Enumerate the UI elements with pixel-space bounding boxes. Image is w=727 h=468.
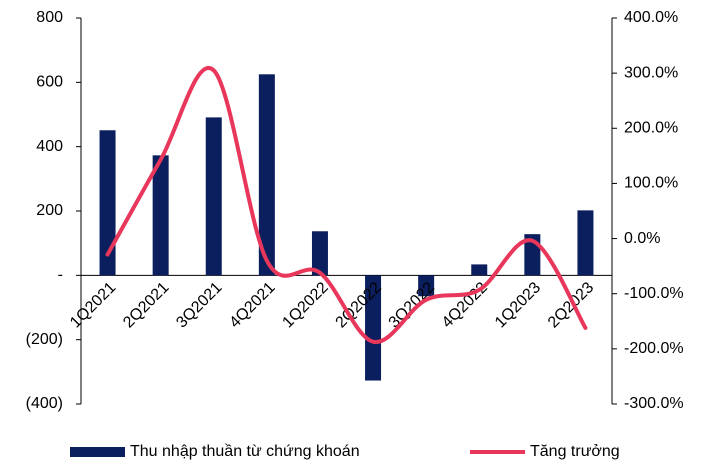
y2-tick-label: -300.0%	[624, 395, 684, 412]
y-tick-label: 400	[36, 138, 63, 155]
bar	[258, 74, 275, 276]
y2-tick-label: 0.0%	[624, 230, 660, 247]
x-tick-label: 1Q2021	[67, 279, 119, 331]
y-tick-label: -	[58, 267, 63, 284]
bar	[365, 275, 382, 381]
x-tick-label: 4Q2021	[226, 279, 278, 331]
bar	[418, 275, 435, 297]
x-tick-label: 1Q2023	[492, 279, 544, 331]
y2-tick-label: -100.0%	[624, 285, 684, 302]
legend-label: Tăng trưởng	[530, 443, 620, 460]
legend-label: Thu nhập thuần từ chứng khoán	[130, 443, 360, 460]
legend-swatch	[70, 447, 125, 457]
bar	[311, 231, 328, 276]
y2-tick-label: 200.0%	[624, 120, 678, 137]
bar	[577, 210, 594, 276]
y-tick-label: 200	[36, 202, 63, 219]
x-tick-label: 3Q2022	[386, 279, 438, 331]
y-tick-label: (400)	[26, 395, 63, 412]
x-tick-label: 3Q2021	[173, 279, 225, 331]
line	[105, 66, 588, 344]
bar	[152, 155, 169, 276]
y2-tick-label: 300.0%	[624, 64, 678, 81]
x-tick-label: 1Q2022	[279, 279, 331, 331]
bar	[205, 117, 222, 276]
y2-tick-label: 100.0%	[624, 175, 678, 192]
y-tick-label: 800	[36, 9, 63, 26]
bar	[471, 264, 488, 276]
y2-tick-label: -200.0%	[624, 340, 684, 357]
x-tick-label: 2Q2023	[545, 279, 597, 331]
y2-tick-label: 400.0%	[624, 9, 678, 26]
bar	[99, 130, 116, 276]
y-tick-label: (200)	[26, 331, 63, 348]
y-tick-label: 600	[36, 74, 63, 91]
x-tick-label: 2Q2021	[120, 279, 172, 331]
